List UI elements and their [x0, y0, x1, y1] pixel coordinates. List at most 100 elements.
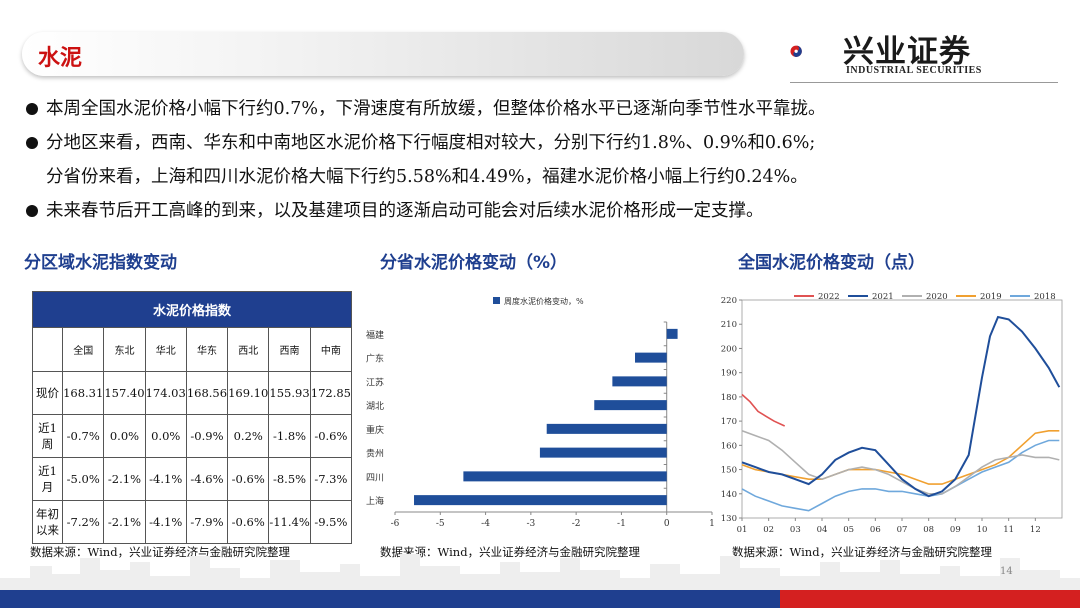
y-tick-label: 130: [721, 514, 737, 524]
column-header: 华东: [185, 327, 229, 372]
table-cell: -7.2%: [62, 500, 105, 544]
title-bar: [22, 32, 744, 76]
cement-index-table: 水泥价格指数 全国 东北 华北 华东 西北 西南 中南 现价 168.31 15…: [31, 291, 353, 544]
table-cell: -8.5%: [268, 457, 311, 501]
series-line-2021: [741, 315, 1061, 498]
series-line-2022: [741, 393, 786, 427]
legend-label: 周度水泥价格变动，%: [504, 296, 584, 306]
section-heading-region-index: 分区域水泥指数变动: [24, 253, 177, 273]
x-tick-label: 03: [790, 525, 801, 535]
bullet-text: 分地区来看，西南、华东和中南地区水泥价格下行幅度相对较大，分别下行约1.8%、0…: [46, 133, 816, 153]
table-cell: -0.6%: [227, 500, 270, 544]
table-row: 年初以来 -7.2% -2.1% -4.1% -7.9% -0.6% -11.4…: [31, 500, 353, 544]
x-tick-label: 02: [763, 525, 774, 535]
column-header: 西南: [268, 327, 311, 372]
x-tick-label: -3: [526, 519, 535, 529]
table-cell: 168.56: [185, 371, 229, 415]
bullet-text: 未来春节后开工高峰的到来，以及基建项目的逐渐启动可能会对后续水泥价格形成一定支撑…: [46, 201, 764, 221]
y-tick-label: 200: [721, 344, 737, 354]
table-cell: 0.0%: [144, 414, 187, 458]
table-cell: -11.4%: [268, 500, 311, 544]
column-header: 华北: [144, 327, 187, 372]
table-cell: 174.03: [144, 371, 187, 415]
y-tick-label: 190: [721, 369, 737, 379]
table-cell: -2.1%: [103, 500, 146, 544]
category-label: 福建: [366, 329, 384, 341]
category-label: 四川: [366, 473, 384, 483]
category-label: 湖北: [366, 401, 384, 412]
source-note: 数据来源：Wind，兴业证券经济与金融研究院整理: [30, 545, 291, 559]
table-cell: -4.1%: [144, 500, 187, 544]
table-header-row: 全国 东北 华北 华东 西北 西南 中南: [31, 327, 353, 372]
x-tick-label: 01: [737, 525, 748, 535]
x-tick-label: 08: [923, 525, 934, 535]
table-row: 近1周 -0.7% 0.0% 0.0% -0.9% 0.2% -1.8% -0.…: [31, 414, 353, 458]
x-tick-label: 09: [950, 525, 961, 535]
bullet-item: 本周全国水泥价格小幅下行约0.7%，下滑速度有所放缓，但整体价格水平已逐渐向季节…: [26, 92, 1066, 126]
y-tick-label: 160: [721, 441, 737, 451]
table-row: 现价 168.31 157.40 174.03 168.56 169.10 15…: [31, 371, 353, 415]
table-cell: -2.1%: [103, 457, 146, 501]
table-cell: -4.6%: [185, 457, 229, 501]
x-tick-label: -1: [617, 519, 626, 529]
table-cell: 169.10: [227, 371, 270, 415]
series-line-2018: [741, 439, 1060, 512]
bar: [546, 423, 667, 434]
bar: [666, 328, 678, 339]
series-line-2020: [741, 430, 1060, 495]
table-cell: -0.9%: [185, 414, 229, 458]
table-cell: 168.31: [62, 371, 105, 415]
row-label: 年初以来: [31, 500, 64, 544]
category-label: 广东: [366, 353, 384, 365]
table-cell: -7.9%: [185, 500, 229, 544]
table-title: 水泥价格指数: [32, 291, 352, 328]
y-tick-label: 150: [721, 466, 737, 476]
table-cell: -5.0%: [62, 457, 105, 501]
bullet-list: 本周全国水泥价格小幅下行约0.7%，下滑速度有所放缓，但整体价格水平已逐渐向季节…: [26, 92, 1066, 228]
table-cell: -0.7%: [62, 414, 105, 458]
header-divider: [790, 82, 1058, 83]
table-cell: -7.3%: [309, 457, 353, 501]
bullet-dot-icon: [26, 137, 38, 149]
plot-frame: [741, 299, 1063, 519]
bar: [539, 447, 667, 458]
y-tick-label: 170: [721, 417, 737, 427]
bullet-text-continued: 分省份来看，上海和四川水泥价格大幅下行约5.58%和4.49%，福建水泥价格小幅…: [46, 167, 808, 187]
table-cell: -9.5%: [309, 500, 353, 544]
x-tick-label: 06: [870, 525, 881, 535]
x-tick-label: -4: [481, 519, 490, 529]
bullet-text: 本周全国水泥价格小幅下行约0.7%，下滑速度有所放缓，但整体价格水平已逐渐向季节…: [46, 99, 826, 119]
x-tick-label: 1: [709, 519, 715, 529]
x-tick-label: 07: [897, 525, 908, 535]
column-header: 中南: [309, 327, 353, 372]
category-label: 江苏: [366, 376, 384, 388]
x-tick-label: -6: [391, 519, 400, 529]
row-label: 现价: [31, 371, 64, 415]
skyline-decoration-icon: [0, 554, 1080, 590]
table-cell: 155.93: [268, 371, 311, 415]
table-cell: -1.8%: [268, 414, 311, 458]
table-cell: 0.2%: [227, 414, 270, 458]
bullet-item: 分地区来看，西南、华东和中南地区水泥价格下行幅度相对较大，分别下行约1.8%、0…: [26, 126, 1066, 160]
page-number: 14: [1000, 566, 1013, 577]
row-label: 近1周: [31, 414, 64, 458]
x-tick-label: 04: [817, 525, 828, 535]
bar: [594, 400, 667, 411]
category-label: 上海: [366, 495, 384, 507]
national-line-chart: 130 140 150 160 170 180 190 200 210 220 01 02 03 04 05…: [721, 292, 1063, 535]
x-tick-label: 11: [1003, 525, 1014, 535]
legend-label: 2020: [926, 292, 948, 302]
footer-bar-red: [780, 590, 1080, 608]
source-note: 数据来源：Wind，兴业证券经济与金融研究院整理: [380, 545, 641, 559]
table-cell: -4.1%: [144, 457, 187, 501]
x-tick-label: -5: [436, 519, 445, 529]
column-header: 西北: [227, 327, 270, 372]
x-tick-label: 10: [977, 525, 988, 535]
table-cell: 0.0%: [103, 414, 146, 458]
section-heading-national-change: 全国水泥价格变动（点）: [738, 253, 925, 273]
table-cell: 157.40: [103, 371, 146, 415]
x-tick-label: 12: [1030, 525, 1041, 535]
company-logo-icon: [790, 45, 802, 57]
legend-label: 2019: [980, 292, 1002, 302]
